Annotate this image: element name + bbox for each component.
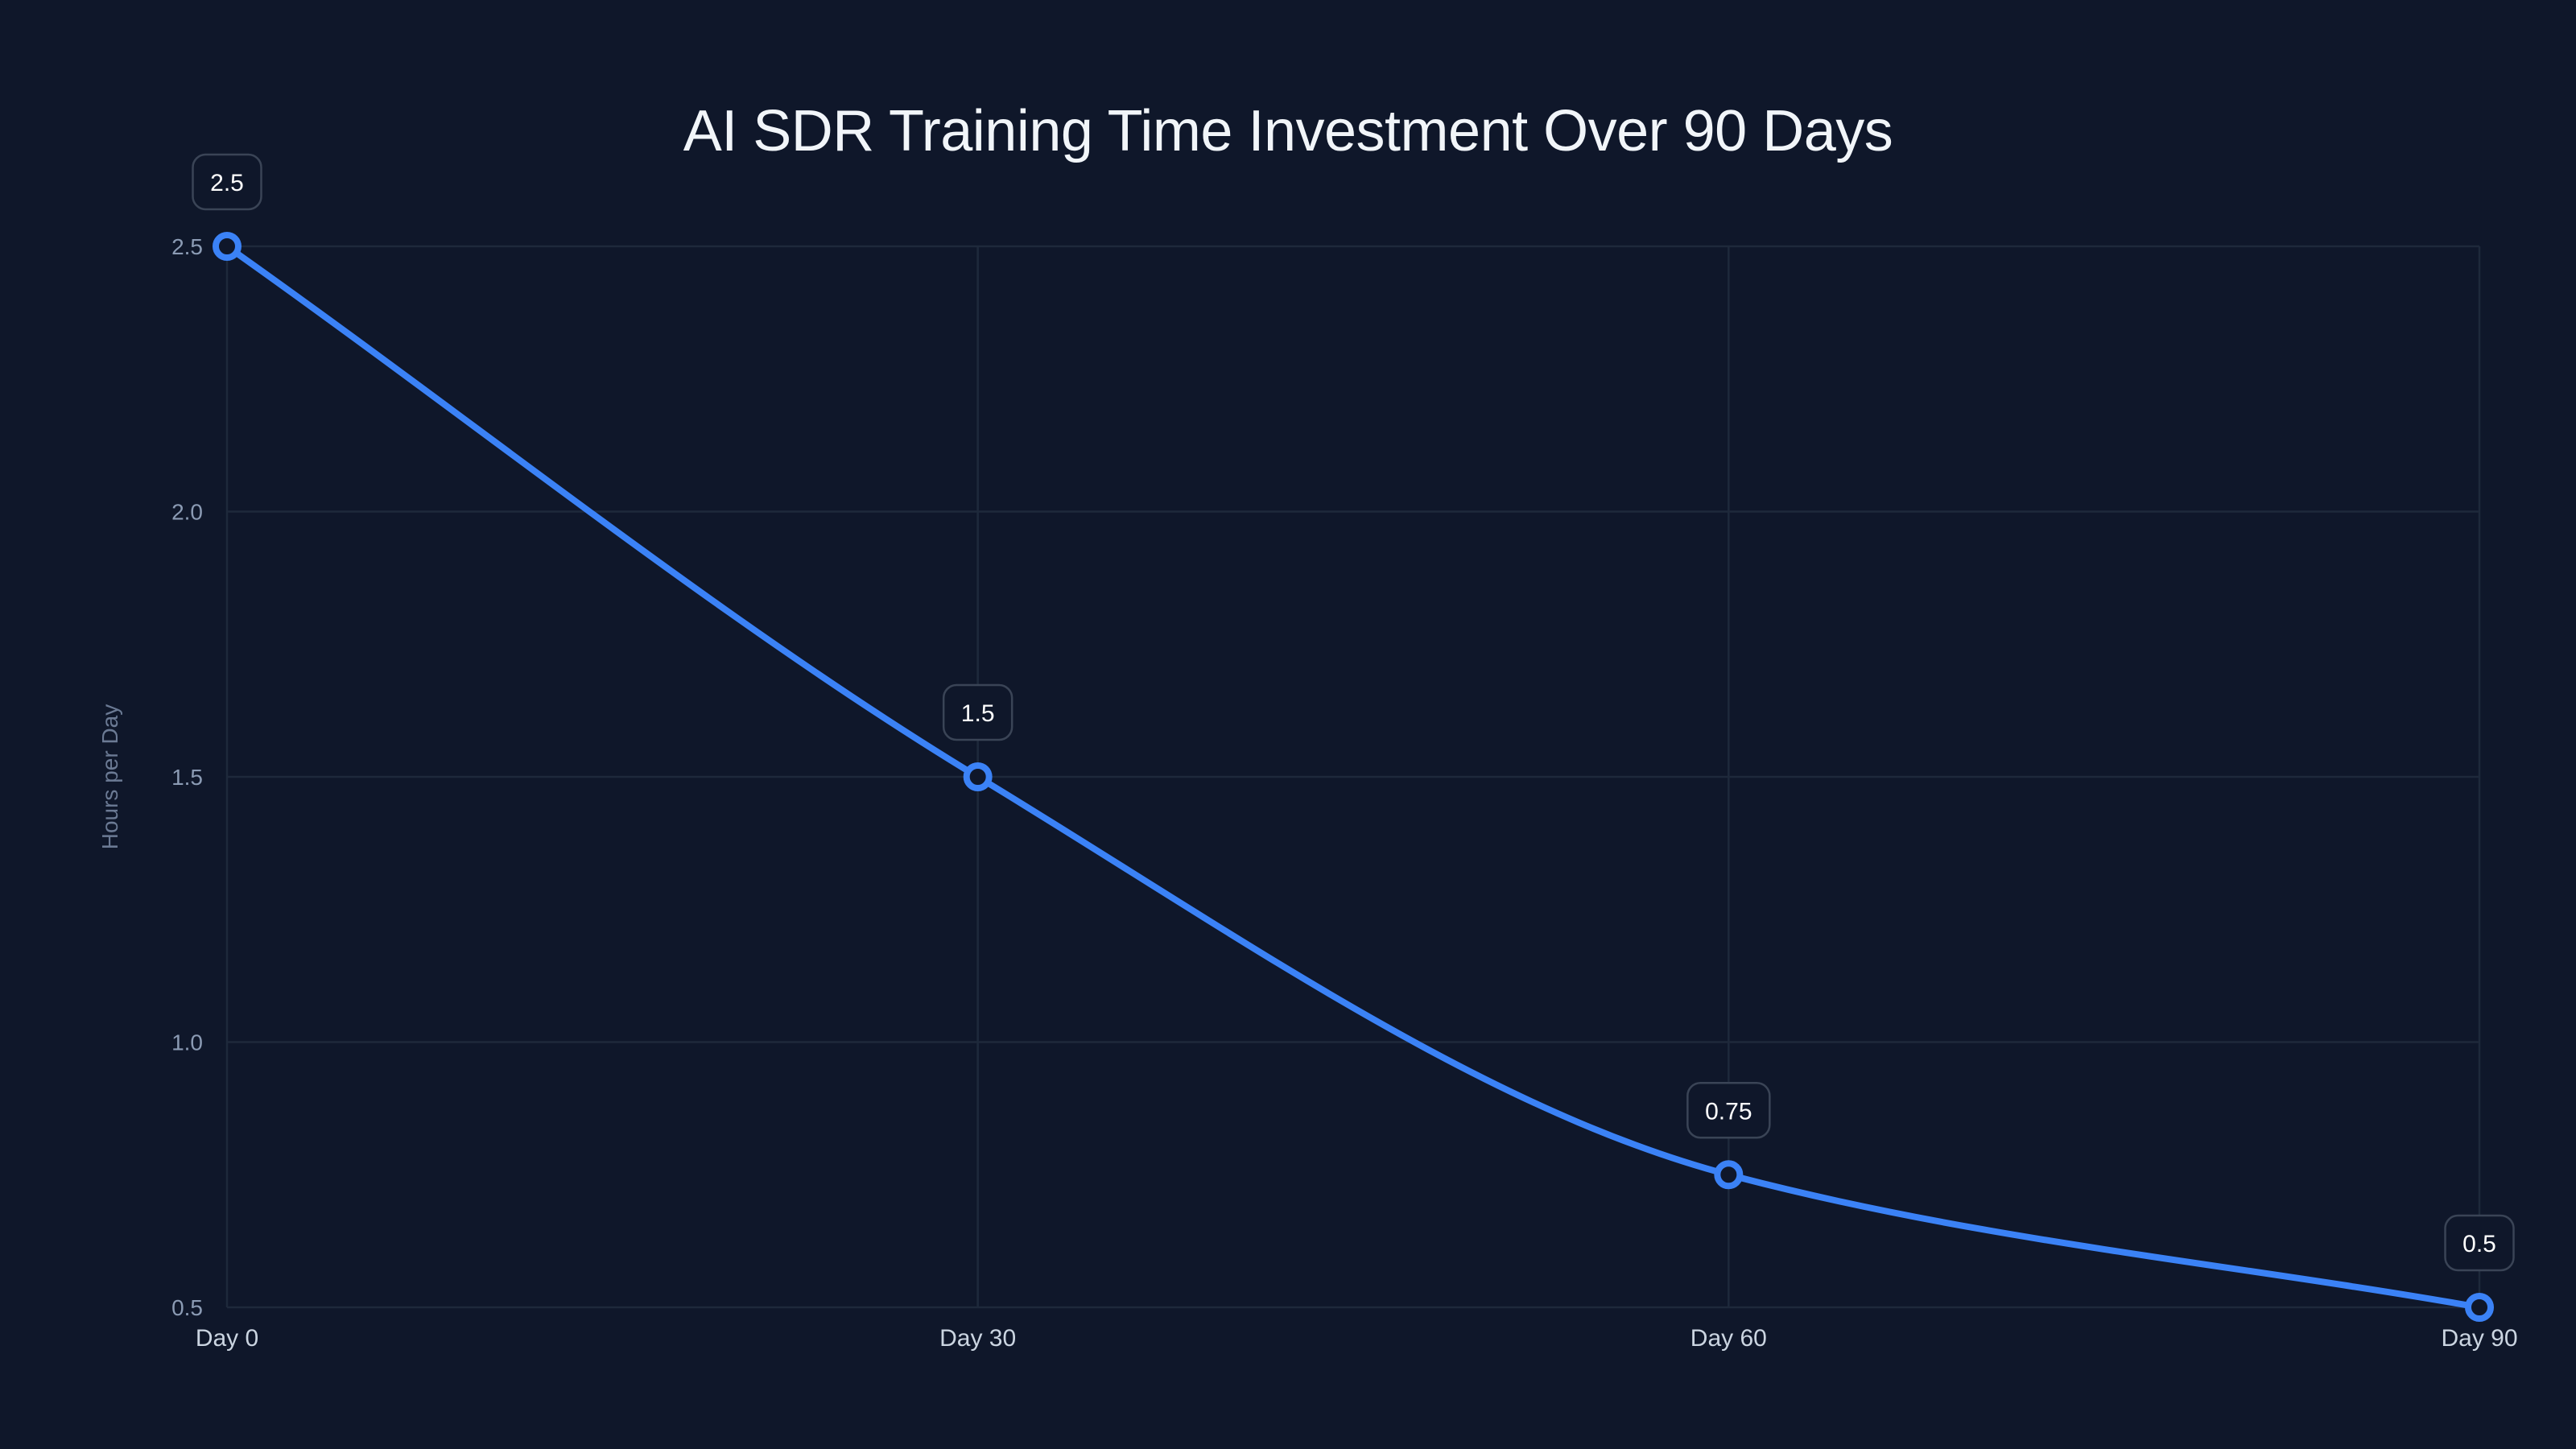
data-label-box [942, 683, 1013, 741]
y-axis-title: Hours per Day [97, 704, 122, 850]
data-label: 0.75 [1705, 1098, 1752, 1125]
data-label-box [2444, 1214, 2515, 1272]
series-line [224, 243, 2483, 1311]
y-tick-label: 1.5 [171, 765, 203, 790]
data-label-box [192, 153, 262, 211]
x-tick-label: Day 0 [196, 1325, 258, 1352]
data-point-marker[interactable] [2465, 1293, 2494, 1322]
y-tick-label: 1.0 [171, 1030, 203, 1055]
x-tick-label: Day 90 [2441, 1325, 2517, 1352]
data-markers [213, 232, 2494, 1322]
data-label: 1.5 [961, 700, 995, 727]
y-tick-label: 2.5 [171, 234, 203, 259]
chart-title: AI SDR Training Time Investment Over 90 … [683, 99, 1893, 163]
y-axis-ticks: 0.5 1.0 1.5 2.0 2.5 [171, 234, 203, 1320]
x-tick-label: Day 60 [1690, 1325, 1767, 1352]
data-point-marker[interactable] [963, 762, 993, 791]
data-point-marker[interactable] [213, 232, 242, 261]
x-axis-ticks: Day 0 Day 30 Day 60 Day 90 [196, 1325, 2518, 1352]
data-labels: 2.5 1.5 0.75 0.5 [192, 153, 2515, 1272]
y-tick-label: 2.0 [171, 500, 203, 525]
data-label-box [1686, 1082, 1771, 1139]
x-tick-label: Day 30 [939, 1325, 1016, 1352]
gridlines [225, 245, 2481, 1309]
data-point-marker[interactable] [1714, 1160, 1744, 1190]
data-label: 2.5 [210, 170, 244, 196]
data-label: 0.5 [2462, 1231, 2496, 1257]
y-tick-label: 0.5 [171, 1295, 203, 1320]
